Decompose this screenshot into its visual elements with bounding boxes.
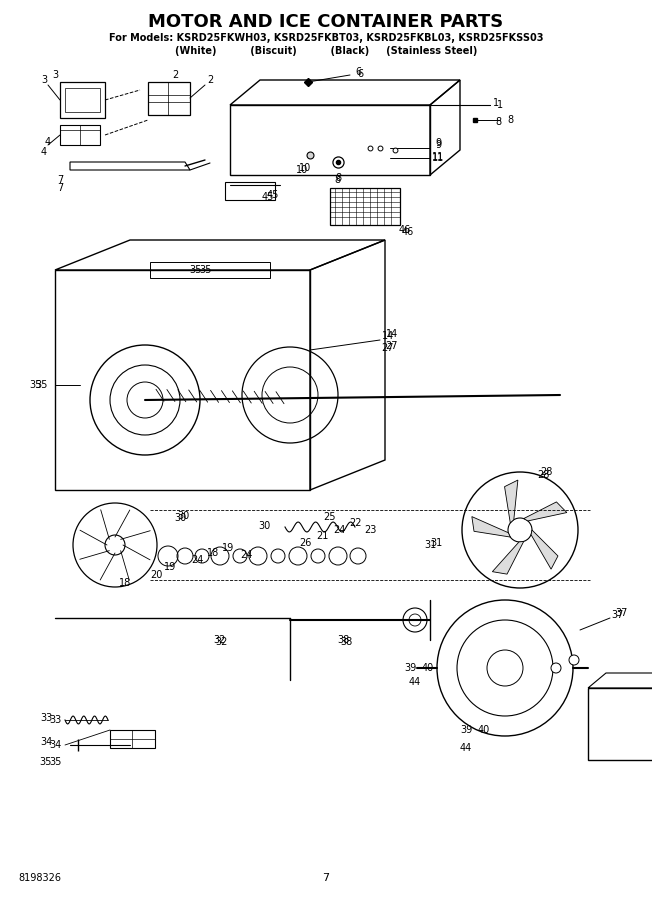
Text: 34: 34 bbox=[40, 737, 52, 747]
Text: 40: 40 bbox=[422, 663, 434, 673]
Text: 31: 31 bbox=[430, 538, 442, 548]
Text: 4: 4 bbox=[41, 147, 47, 157]
Polygon shape bbox=[472, 517, 511, 537]
Text: 20: 20 bbox=[150, 570, 162, 580]
Text: 7: 7 bbox=[57, 175, 63, 185]
Text: 6: 6 bbox=[355, 67, 361, 77]
Text: 39: 39 bbox=[460, 725, 472, 735]
Text: 33: 33 bbox=[40, 713, 52, 723]
Text: 1: 1 bbox=[493, 98, 499, 108]
Text: (White)          (Biscuit)          (Black)     (Stainless Steel): (White) (Biscuit) (Black) (Stainless Ste… bbox=[175, 46, 477, 56]
Text: 22: 22 bbox=[349, 518, 363, 528]
Circle shape bbox=[569, 655, 579, 665]
Text: 45: 45 bbox=[267, 190, 279, 200]
Text: 35: 35 bbox=[49, 757, 61, 767]
Text: 19: 19 bbox=[222, 543, 234, 553]
Polygon shape bbox=[505, 480, 518, 523]
Circle shape bbox=[127, 382, 163, 418]
Text: 24: 24 bbox=[333, 525, 345, 535]
Text: 39: 39 bbox=[404, 663, 416, 673]
Text: 44: 44 bbox=[460, 743, 472, 753]
Text: 40: 40 bbox=[478, 725, 490, 735]
Text: 35: 35 bbox=[29, 380, 41, 390]
Text: 24: 24 bbox=[191, 555, 203, 565]
Text: 44: 44 bbox=[409, 677, 421, 687]
Text: 8198326: 8198326 bbox=[18, 873, 61, 883]
Text: MOTOR AND ICE CONTAINER PARTS: MOTOR AND ICE CONTAINER PARTS bbox=[149, 13, 503, 31]
Text: 3: 3 bbox=[52, 70, 58, 80]
Text: 21: 21 bbox=[316, 531, 328, 541]
Circle shape bbox=[551, 663, 561, 673]
Text: 11: 11 bbox=[432, 153, 444, 163]
Text: 30: 30 bbox=[177, 511, 189, 521]
Polygon shape bbox=[492, 542, 524, 574]
Text: 24: 24 bbox=[240, 550, 252, 560]
Text: 26: 26 bbox=[299, 538, 311, 548]
Text: 38: 38 bbox=[340, 637, 352, 647]
Text: 2: 2 bbox=[207, 75, 213, 85]
Text: 31: 31 bbox=[424, 540, 436, 550]
Text: 1: 1 bbox=[497, 100, 503, 110]
Text: 8: 8 bbox=[334, 175, 340, 185]
Text: 37: 37 bbox=[612, 610, 624, 620]
Text: 14: 14 bbox=[386, 329, 398, 339]
Text: 35: 35 bbox=[199, 265, 211, 275]
Text: 38: 38 bbox=[337, 635, 349, 645]
Polygon shape bbox=[524, 502, 567, 521]
Text: 35: 35 bbox=[190, 265, 202, 275]
Text: 32: 32 bbox=[214, 635, 226, 645]
Text: 10: 10 bbox=[296, 165, 308, 175]
Text: 28: 28 bbox=[537, 470, 549, 480]
Text: 32: 32 bbox=[216, 637, 228, 647]
Text: 45: 45 bbox=[262, 192, 274, 202]
Text: For Models: KSRD25FKWH03, KSRD25FKBT03, KSRD25FKBL03, KSRD25FKSS03: For Models: KSRD25FKWH03, KSRD25FKBT03, … bbox=[109, 33, 543, 43]
Text: 8: 8 bbox=[495, 117, 501, 127]
Text: 3: 3 bbox=[41, 75, 47, 85]
Text: 9: 9 bbox=[435, 140, 441, 150]
Text: 11: 11 bbox=[432, 152, 444, 162]
Text: 10: 10 bbox=[299, 163, 311, 173]
Text: 33: 33 bbox=[49, 715, 61, 725]
Text: 4: 4 bbox=[45, 137, 51, 147]
Text: 6: 6 bbox=[357, 69, 363, 79]
Text: 18: 18 bbox=[119, 578, 131, 588]
Text: 19: 19 bbox=[164, 562, 176, 572]
Polygon shape bbox=[531, 530, 558, 569]
Text: 14: 14 bbox=[382, 331, 394, 341]
Text: 35: 35 bbox=[40, 757, 52, 767]
Text: 35: 35 bbox=[36, 380, 48, 390]
Text: 30: 30 bbox=[174, 513, 186, 523]
Text: 34: 34 bbox=[49, 740, 61, 750]
Text: 7: 7 bbox=[323, 873, 329, 883]
Text: 23: 23 bbox=[364, 525, 376, 535]
Text: 25: 25 bbox=[324, 512, 336, 522]
Text: 37: 37 bbox=[615, 608, 628, 618]
Text: 8: 8 bbox=[335, 173, 341, 183]
Text: 46: 46 bbox=[399, 225, 411, 235]
Text: 46: 46 bbox=[402, 227, 414, 237]
Text: 7: 7 bbox=[57, 183, 63, 193]
Text: 2: 2 bbox=[172, 70, 178, 80]
Text: 28: 28 bbox=[540, 467, 552, 477]
Text: 9: 9 bbox=[435, 138, 441, 148]
Text: 30: 30 bbox=[258, 521, 270, 531]
Text: 18: 18 bbox=[207, 548, 219, 558]
Text: 27: 27 bbox=[382, 343, 394, 353]
Text: 8: 8 bbox=[507, 115, 513, 125]
Text: 27: 27 bbox=[386, 341, 398, 351]
